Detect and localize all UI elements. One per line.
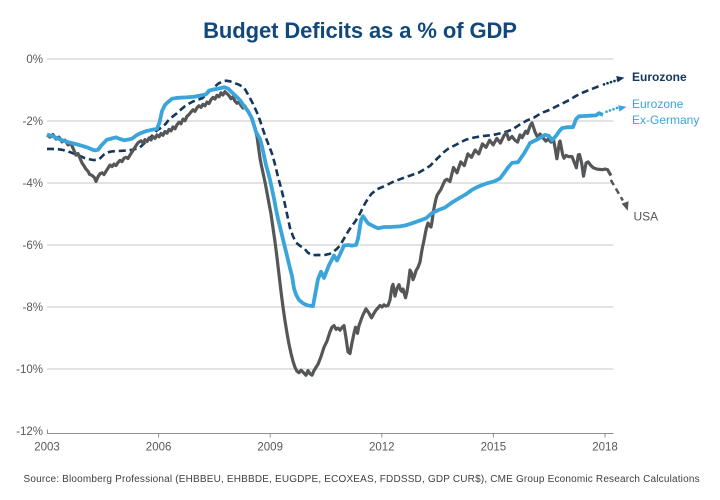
- svg-text:-8%: -8%: [23, 302, 43, 314]
- svg-text:-2%: -2%: [23, 116, 43, 128]
- svg-text:0%: 0%: [26, 54, 43, 66]
- svg-text:USA: USA: [634, 210, 659, 224]
- svg-text:-4%: -4%: [23, 178, 43, 190]
- svg-text:Eurozone: Eurozone: [632, 97, 684, 111]
- svg-text:2006: 2006: [146, 442, 172, 454]
- svg-text:Ex-Germany: Ex-Germany: [632, 113, 699, 127]
- svg-text:2018: 2018: [592, 442, 618, 454]
- svg-text:-12%: -12%: [16, 426, 43, 438]
- svg-text:2012: 2012: [369, 442, 395, 454]
- svg-text:2015: 2015: [481, 442, 507, 454]
- svg-text:-6%: -6%: [23, 240, 43, 252]
- svg-text:2003: 2003: [34, 442, 60, 454]
- svg-text:Eurozone: Eurozone: [632, 70, 687, 84]
- svg-text:-10%: -10%: [16, 364, 43, 376]
- svg-text:2009: 2009: [257, 442, 283, 454]
